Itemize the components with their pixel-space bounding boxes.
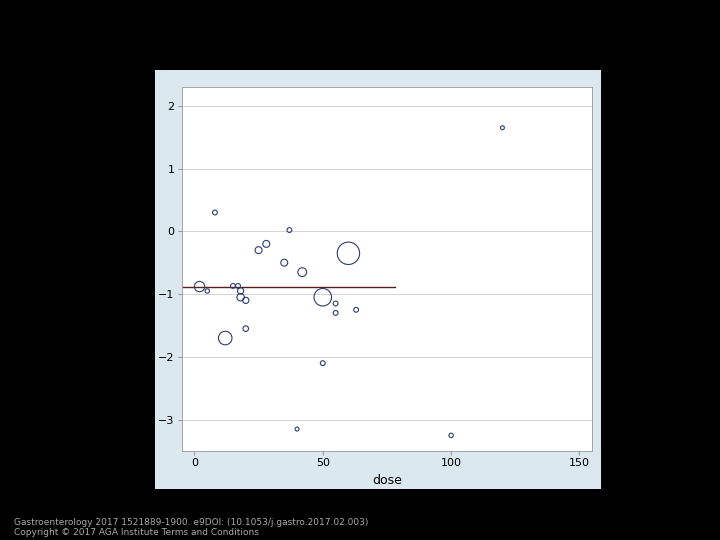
Point: [240, 296, 251, 305]
Point: [279, 258, 290, 267]
Point: [202, 287, 213, 295]
Point: [317, 359, 328, 367]
Point: [253, 246, 264, 254]
Point: [210, 208, 221, 217]
Point: [235, 287, 246, 295]
Point: [235, 293, 246, 301]
Point: [233, 282, 244, 291]
Point: [446, 431, 457, 440]
Point: [228, 282, 239, 291]
Text: Supplementary Figure 5: Supplementary Figure 5: [269, 14, 451, 29]
Point: [330, 309, 341, 318]
Point: [317, 293, 328, 301]
Point: [351, 306, 362, 314]
Point: [240, 325, 251, 333]
Text: Gastroenterology 2017 1521889-1900. e9DOI: (10.1053/j.gastro.2017.02.003)
Copyri: Gastroenterology 2017 1521889-1900. e9DO…: [14, 518, 369, 537]
Point: [194, 282, 205, 291]
Point: [330, 299, 341, 308]
X-axis label: dose: dose: [372, 474, 402, 487]
Point: [220, 334, 231, 342]
Point: [292, 425, 303, 434]
Point: [297, 268, 308, 276]
Point: [284, 226, 295, 234]
Point: [497, 124, 508, 132]
Point: [261, 240, 272, 248]
Point: [343, 249, 354, 258]
Y-axis label: logor: logor: [140, 253, 153, 285]
